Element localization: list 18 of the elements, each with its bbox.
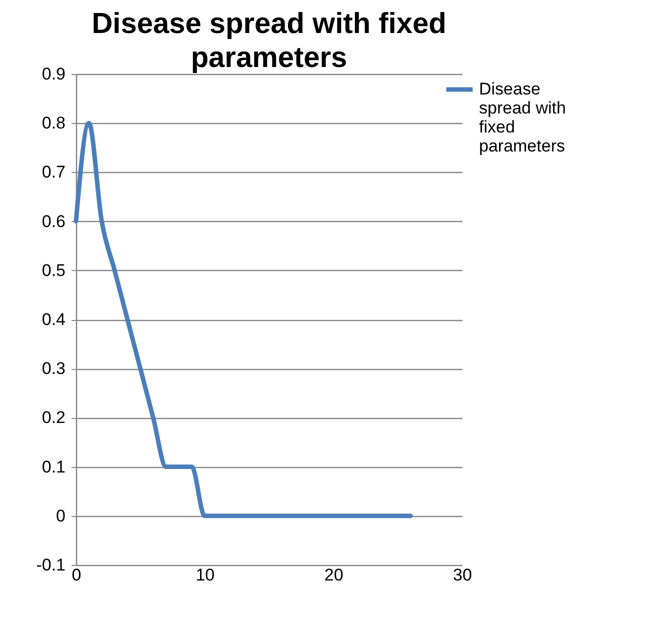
y-tick-label: 0.1 xyxy=(42,457,66,476)
y-tick-label: 0.7 xyxy=(42,162,66,182)
x-tick-label: 30 xyxy=(453,566,472,584)
y-tick-label: 0.9 xyxy=(42,64,66,84)
y-tick-label: 0.2 xyxy=(42,408,66,428)
line-series xyxy=(74,120,413,518)
y-tick-label: 0.4 xyxy=(42,310,66,329)
chart-title: Disease spread with fixed parameters xyxy=(92,8,446,74)
y-tick-label: 0.3 xyxy=(42,359,66,378)
y-tick-label: 0.8 xyxy=(42,114,66,133)
y-tick-label: 0 xyxy=(56,506,66,526)
x-tick-label: 0 xyxy=(72,566,82,584)
legend-label: Disease spread with fixed parameters xyxy=(479,80,566,156)
y-tick-label: 0.5 xyxy=(42,260,66,280)
y-tick-label: -0.1 xyxy=(36,556,66,574)
y-tick-label: 0.6 xyxy=(42,212,66,231)
x-tick-label: 10 xyxy=(196,566,215,584)
x-tick-label: 20 xyxy=(324,566,344,584)
